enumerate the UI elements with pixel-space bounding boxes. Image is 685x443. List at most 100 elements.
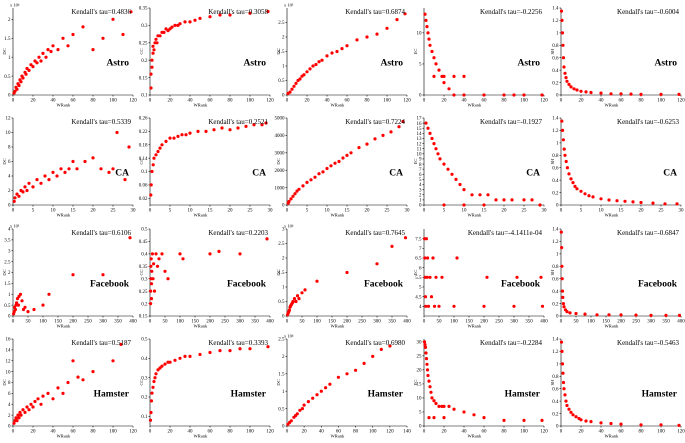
data-point xyxy=(151,277,155,281)
y-tick-label: 0.4 xyxy=(141,357,148,362)
x-axis-label: WRank xyxy=(468,324,482,329)
x-tick-label: 5 xyxy=(580,209,583,214)
dataset-label: CA xyxy=(252,168,266,178)
data-point xyxy=(319,389,323,393)
data-point xyxy=(485,275,489,279)
x-tick-label: 100 xyxy=(520,430,528,435)
kendall-tau-label: Kendall's tau=-4.1411e-04 xyxy=(468,229,543,237)
x-tick-label: 300 xyxy=(236,320,244,325)
data-point xyxy=(423,345,428,349)
data-point xyxy=(432,399,436,403)
x-tick-label: 15 xyxy=(208,209,214,214)
y-tick-label: 8 xyxy=(8,146,11,151)
data-point xyxy=(107,170,111,174)
y-axis-label: EC xyxy=(413,159,418,165)
data-point xyxy=(564,76,568,80)
data-point xyxy=(357,146,361,150)
y-tick-label: 0.5 xyxy=(278,407,285,412)
data-point xyxy=(228,13,232,17)
y-tick-label: 2 xyxy=(282,36,285,41)
data-point xyxy=(309,178,313,182)
x-tick-label: 0 xyxy=(423,99,426,104)
y-tick-label: 2.5 xyxy=(278,21,285,26)
y-tick-label: 0 xyxy=(419,425,422,430)
data-point xyxy=(44,55,48,59)
data-point xyxy=(424,121,428,125)
y-axis-label: DC xyxy=(276,379,281,385)
data-point xyxy=(46,391,50,395)
data-point xyxy=(71,32,75,37)
data-point xyxy=(568,311,572,315)
data-point xyxy=(111,167,115,171)
data-point xyxy=(651,201,655,205)
data-point xyxy=(17,416,21,420)
data-point xyxy=(35,61,39,65)
data-point xyxy=(308,67,312,71)
data-point xyxy=(21,76,25,80)
data-point xyxy=(565,79,569,83)
data-point xyxy=(149,183,153,187)
x-tick-label: 120 xyxy=(129,430,137,435)
y-tick-label: 7.5 xyxy=(415,237,422,242)
data-point xyxy=(208,252,212,256)
y-tick-label: 1 xyxy=(8,56,11,61)
x-tick-label: 20 xyxy=(31,430,37,435)
data-point xyxy=(188,20,192,24)
y-scale-note: x 10³ xyxy=(284,3,294,8)
data-point xyxy=(663,202,667,206)
data-point xyxy=(150,252,154,256)
kendall-tau-label: Kendall's tau=-0.2256 xyxy=(480,8,542,16)
data-point xyxy=(149,289,153,293)
data-point xyxy=(458,182,462,187)
x-tick-label: 200 xyxy=(69,320,77,325)
data-point xyxy=(61,36,65,40)
y-tick-label: 2 xyxy=(282,355,285,360)
x-tick-label: 60 xyxy=(336,430,342,435)
data-point xyxy=(184,133,188,137)
x-tick-label: 20 xyxy=(305,99,311,104)
data-point xyxy=(320,58,324,62)
data-point xyxy=(198,16,202,20)
data-point xyxy=(295,412,299,416)
data-point xyxy=(155,264,160,268)
data-point xyxy=(422,340,427,344)
data-point xyxy=(31,65,35,69)
data-point xyxy=(427,37,431,41)
y-tick-label: 30 xyxy=(417,341,423,346)
data-point xyxy=(599,421,603,425)
x-axis-label: WRank xyxy=(194,434,208,439)
y-tick-label: 2000 xyxy=(275,169,286,174)
data-point xyxy=(560,119,564,123)
data-point xyxy=(158,146,162,150)
y-tick-label: 0.2 xyxy=(141,302,148,307)
y-tick-label: 0.2 xyxy=(141,59,148,64)
y-tick-label: 8 xyxy=(8,381,11,386)
y-tick-label: 0.2 xyxy=(141,396,148,401)
x-tick-label: 300 xyxy=(373,320,381,325)
data-point xyxy=(619,92,623,96)
x-tick-label: 100 xyxy=(109,430,117,435)
data-point xyxy=(305,180,309,184)
data-point xyxy=(623,199,627,203)
y-tick-label: 10 xyxy=(6,131,12,136)
data-point xyxy=(583,192,587,196)
y-tick-label: 0 xyxy=(8,94,11,99)
data-point xyxy=(158,34,162,38)
panel-ca-dc-2: 0 5 10 15 20 25 30 0 1000 2000 3000 4000 5000 WRank DC… xyxy=(275,117,411,218)
x-tick-label: 25 xyxy=(659,209,665,214)
data-point xyxy=(365,35,369,39)
x-tick-label: 60 xyxy=(619,99,625,104)
x-tick-label: 20 xyxy=(31,99,37,104)
data-point xyxy=(425,25,429,29)
data-point xyxy=(244,124,248,128)
data-point xyxy=(540,304,545,308)
data-point xyxy=(306,400,310,404)
x-tick-label: 400 xyxy=(266,320,274,325)
data-point xyxy=(152,262,156,266)
data-point xyxy=(599,91,603,95)
y-tick-label: 0.06 xyxy=(139,184,148,189)
x-tick-label: 150 xyxy=(54,320,62,325)
data-point xyxy=(401,119,405,124)
x-tick-label: 300 xyxy=(99,320,107,325)
data-point xyxy=(156,149,160,154)
